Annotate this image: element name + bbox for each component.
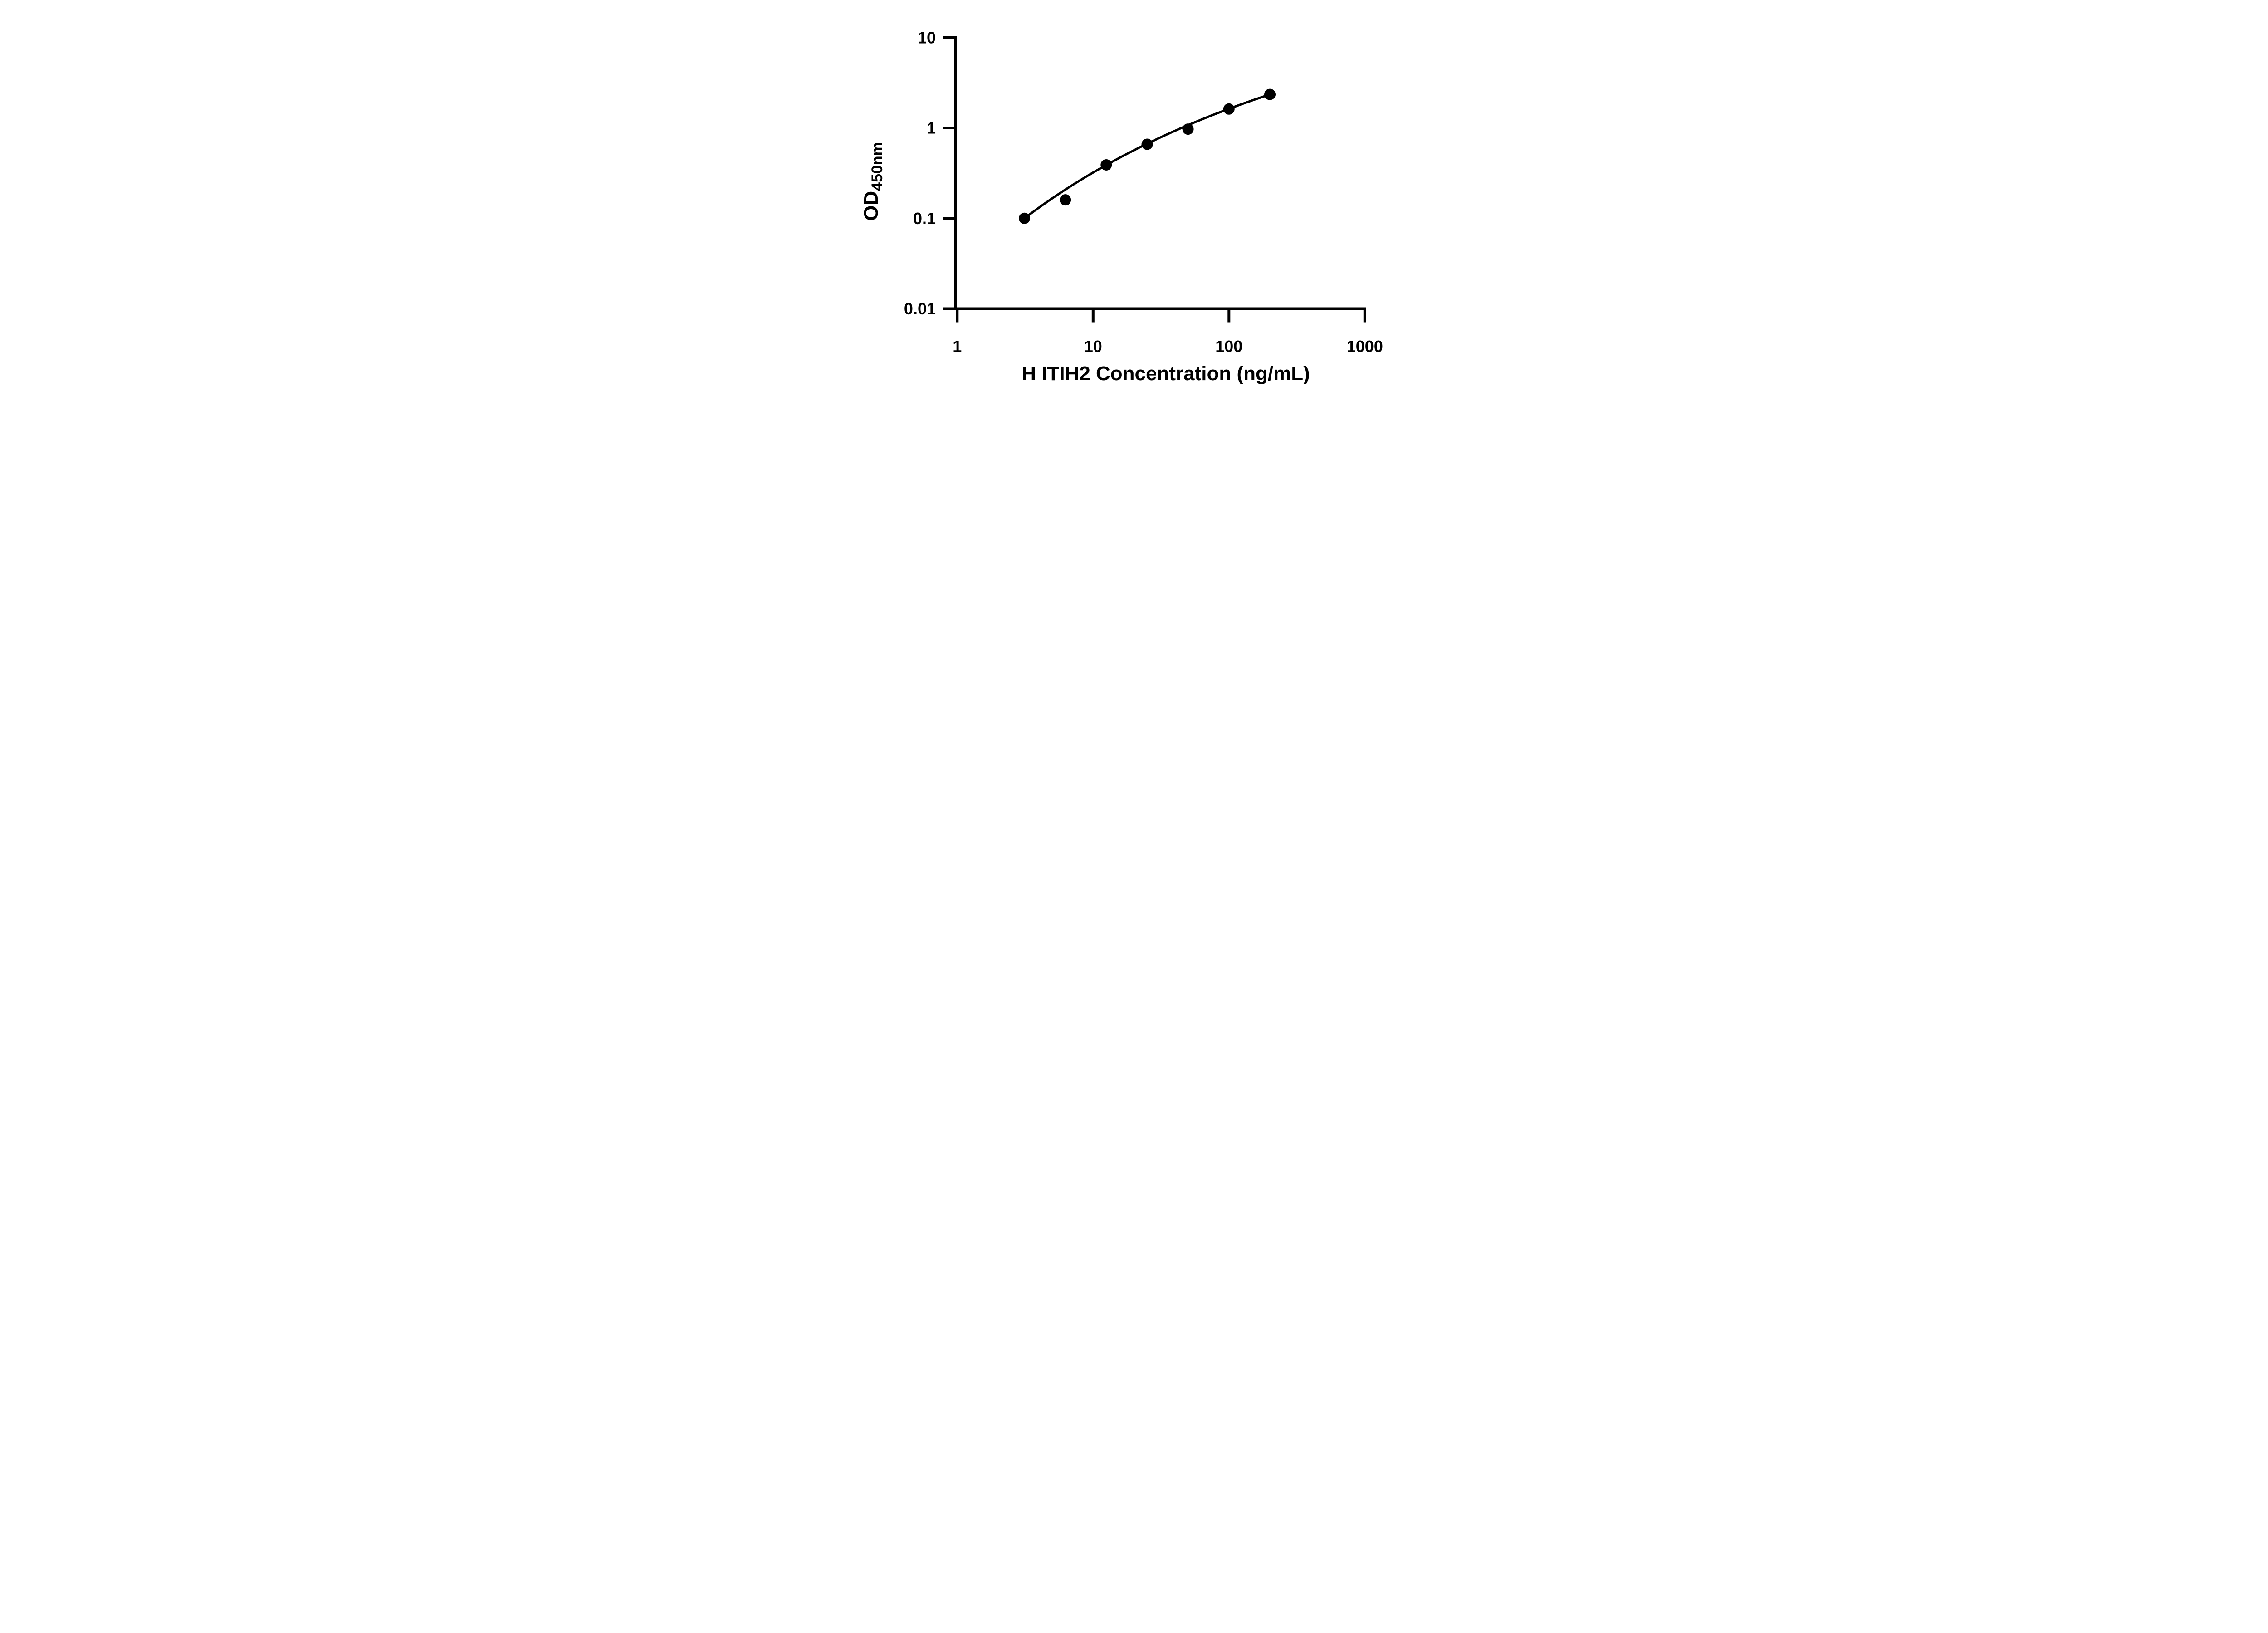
standard-curve-chart: 10 1 0.1 0.01 1 10 100 1000 OD450nm H ITIH2 Co… — [860, 28, 1383, 385]
data-point-marker — [1100, 159, 1112, 171]
data-point-marker — [1264, 88, 1276, 100]
x-axis-title: H ITIH2 Concentration (ng/mL) — [1022, 362, 1310, 385]
y-tick-label: 10 — [917, 28, 935, 47]
data-point-marker — [1141, 138, 1153, 150]
y-axis-title-main: OD — [860, 191, 882, 221]
data-point-marker — [1059, 194, 1071, 206]
y-tick-label: 0.1 — [913, 209, 935, 228]
y-tick-label: 1 — [926, 119, 935, 137]
data-points — [1018, 88, 1276, 224]
data-point-marker — [1223, 103, 1235, 115]
x-tick-label: 1 — [953, 337, 962, 356]
y-axis-title-subscript: 450nm — [869, 142, 886, 191]
x-axis-ticks: 1 10 100 1000 — [953, 308, 1383, 356]
y-axis-ticks: 10 1 0.1 0.01 — [904, 28, 956, 318]
data-point-marker — [1018, 212, 1030, 224]
data-point-marker — [1182, 123, 1194, 135]
x-tick-label: 1000 — [1346, 337, 1383, 356]
x-tick-label: 10 — [1084, 337, 1102, 356]
y-tick-label: 0.01 — [904, 299, 935, 318]
y-axis-title: OD450nm — [860, 142, 886, 221]
x-tick-label: 100 — [1215, 337, 1242, 356]
figure-container: 10 1 0.1 0.01 1 10 100 1000 OD450nm H ITIH2 Co… — [842, 0, 1426, 408]
